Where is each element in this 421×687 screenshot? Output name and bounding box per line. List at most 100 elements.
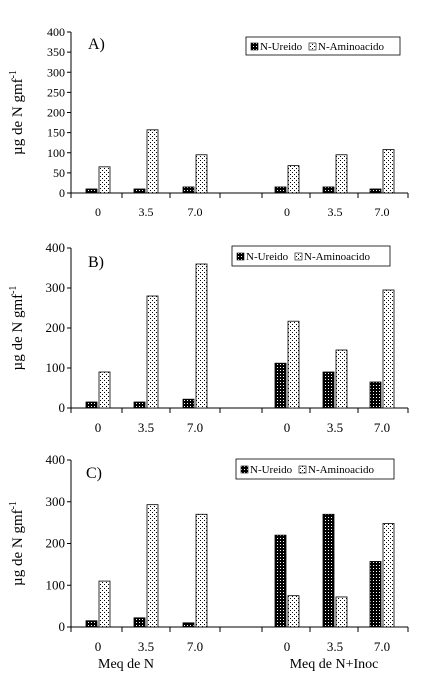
y-tick-label: 0 bbox=[59, 400, 66, 415]
bar-n-aminoacido bbox=[195, 513, 208, 628]
bar-n-aminoacido bbox=[146, 129, 159, 194]
bar-n-aminoacido bbox=[98, 166, 111, 194]
x-tick-label: 7.0 bbox=[187, 420, 203, 435]
chart-panel: 0 100 200 300 400 0 3.5 7.0 0 3.5 7.0 B) µg de N gmf… bbox=[8, 240, 409, 435]
legend-swatch bbox=[250, 42, 259, 51]
bar-n-ureido bbox=[182, 622, 195, 628]
y-tick-label: 300 bbox=[46, 494, 66, 509]
bar-n-ureido bbox=[369, 381, 382, 409]
bar-n-ureido bbox=[182, 398, 195, 409]
y-tick-label: 50 bbox=[53, 166, 65, 180]
group-label: Meq de N+Inoc bbox=[290, 657, 379, 672]
bar-n-ureido bbox=[274, 362, 287, 409]
x-tick-label: 7.0 bbox=[187, 639, 203, 654]
legend-swatch bbox=[236, 252, 245, 261]
panel-label: B) bbox=[88, 254, 104, 271]
chart-panel: 0 100 200 300 400 0 3.5 7.0 0 3.5 7.0 C) µg de N gmf… bbox=[8, 452, 409, 654]
bar-n-aminoacido bbox=[98, 580, 111, 628]
bar-n-aminoacido bbox=[146, 295, 159, 409]
bar-n-aminoacido bbox=[382, 289, 395, 409]
bar-n-aminoacido bbox=[335, 596, 348, 628]
bar-n-aminoacido bbox=[287, 595, 300, 628]
legend: N-Ureido N-Aminoacido bbox=[231, 245, 391, 267]
legend-box bbox=[231, 245, 391, 267]
legend-entry: N-Ureido bbox=[246, 251, 289, 263]
y-tick-label: 200 bbox=[46, 536, 66, 551]
x-tick-label: 7.0 bbox=[375, 205, 390, 219]
panel-label: A) bbox=[88, 36, 105, 53]
bar-n-aminoacido bbox=[335, 349, 348, 409]
legend-swatch bbox=[294, 252, 303, 261]
x-tick-label: 3.5 bbox=[328, 205, 343, 219]
bar-n-ureido bbox=[322, 186, 335, 194]
y-tick-label: 200 bbox=[47, 106, 65, 120]
bar-n-ureido bbox=[369, 188, 382, 194]
legend-box bbox=[245, 36, 401, 56]
x-tick-label: 3.5 bbox=[327, 420, 343, 435]
x-tick-label: 3.5 bbox=[327, 639, 343, 654]
bar-n-ureido bbox=[133, 188, 146, 194]
bar-n-aminoacido bbox=[98, 371, 111, 409]
y-axis-label: µg de N gmf-1 bbox=[8, 501, 26, 586]
y-tick-label: 150 bbox=[47, 126, 65, 140]
legend-entry: N-Ureido bbox=[260, 41, 303, 53]
y-tick-label: 100 bbox=[46, 360, 66, 375]
x-tick-label: 7.0 bbox=[188, 205, 203, 219]
bar-n-aminoacido bbox=[287, 320, 300, 409]
legend-entry: N-Ureido bbox=[250, 464, 293, 476]
bar-n-ureido bbox=[369, 561, 382, 628]
chart-panel: 0 50 100 150 200 250 300 350 400 0 3.5 7.0 0 3.5 7.0 A)… bbox=[8, 25, 409, 219]
bar-n-ureido bbox=[85, 401, 98, 409]
legend-swatch bbox=[308, 42, 317, 51]
bar-n-ureido bbox=[85, 188, 98, 194]
y-tick-label: 350 bbox=[47, 45, 65, 59]
y-axis-label: µg de N gmf-1 bbox=[8, 70, 26, 155]
group-label: Meq de N bbox=[98, 657, 154, 672]
bar-n-ureido bbox=[322, 513, 335, 628]
y-tick-label: 400 bbox=[46, 240, 66, 255]
y-tick-label: 0 bbox=[59, 619, 66, 634]
x-tick-label: 0 bbox=[95, 205, 101, 219]
bar-n-aminoacido bbox=[195, 263, 208, 409]
x-tick-label: 0 bbox=[95, 420, 102, 435]
x-tick-label: 3.5 bbox=[138, 639, 154, 654]
y-tick-label: 0 bbox=[59, 186, 65, 200]
bar-n-aminoacido bbox=[195, 154, 208, 194]
legend-box bbox=[235, 458, 395, 480]
y-tick-label: 250 bbox=[47, 85, 65, 99]
bar-n-ureido bbox=[322, 371, 335, 409]
bar-n-aminoacido bbox=[382, 149, 395, 194]
y-tick-label: 100 bbox=[47, 146, 65, 160]
bar-n-aminoacido bbox=[335, 154, 348, 194]
x-tick-label: 7.0 bbox=[374, 639, 390, 654]
legend-entry: N-Aminoacido bbox=[318, 41, 384, 53]
x-tick-label: 0 bbox=[95, 639, 102, 654]
x-tick-label: 0 bbox=[284, 639, 291, 654]
bar-n-ureido bbox=[133, 617, 146, 628]
legend-entry: N-Aminoacido bbox=[308, 464, 374, 476]
x-tick-label: 3.5 bbox=[138, 420, 154, 435]
y-tick-label: 200 bbox=[46, 320, 66, 335]
legend: N-Ureido N-Aminoacido bbox=[235, 458, 395, 480]
bar-n-ureido bbox=[133, 401, 146, 409]
y-tick-label: 100 bbox=[46, 577, 66, 592]
bar-n-ureido bbox=[274, 186, 287, 194]
bar-n-aminoacido bbox=[382, 523, 395, 628]
x-tick-label: 3.5 bbox=[139, 205, 154, 219]
y-tick-label: 300 bbox=[46, 280, 66, 295]
x-tick-label: 0 bbox=[284, 205, 290, 219]
y-tick-label: 400 bbox=[47, 25, 65, 39]
y-axis-label: µg de N gmf-1 bbox=[8, 286, 26, 371]
bar-n-aminoacido bbox=[287, 165, 300, 194]
x-tick-label: 7.0 bbox=[374, 420, 390, 435]
y-tick-label: 400 bbox=[46, 452, 66, 467]
x-tick-label: 0 bbox=[284, 420, 291, 435]
bar-n-ureido bbox=[182, 186, 195, 194]
bar-n-aminoacido bbox=[146, 504, 159, 628]
legend-swatch bbox=[240, 465, 249, 474]
legend-entry: N-Aminoacido bbox=[304, 251, 370, 263]
legend: N-Ureido N-Aminoacido bbox=[245, 36, 401, 56]
panel-label: C) bbox=[86, 465, 102, 482]
legend-swatch bbox=[298, 465, 307, 474]
